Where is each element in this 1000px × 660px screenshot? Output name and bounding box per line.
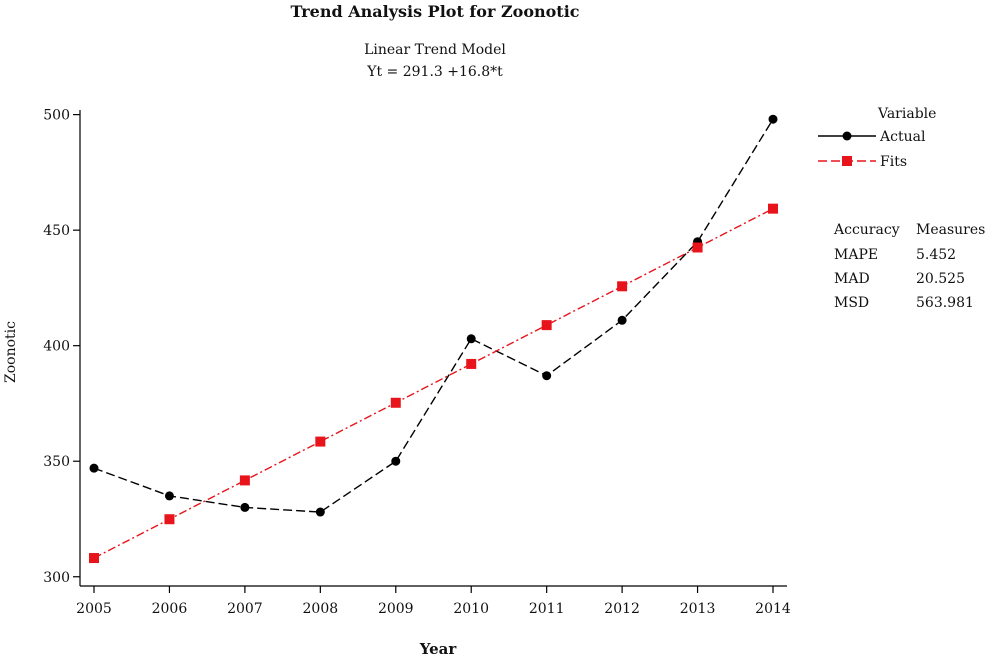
data-point-fits bbox=[315, 436, 326, 447]
series-line-fits bbox=[93, 208, 774, 559]
data-point-fits bbox=[164, 514, 175, 525]
accuracy-label: MSD bbox=[834, 295, 869, 311]
x-tick-label: 2008 bbox=[303, 601, 339, 617]
chart-title: Trend Analysis Plot for Zoonotic bbox=[290, 2, 580, 21]
x-tick-label: 2006 bbox=[152, 601, 188, 617]
x-tick-label: 2013 bbox=[680, 601, 716, 617]
data-point-actual bbox=[542, 371, 552, 381]
legend-marker-actual bbox=[842, 131, 852, 141]
data-point-fits bbox=[466, 358, 477, 369]
y-tick-label: 400 bbox=[43, 339, 70, 355]
x-tick-label: 2014 bbox=[755, 601, 791, 617]
data-point-actual bbox=[768, 114, 778, 124]
data-point-actual bbox=[89, 463, 99, 473]
legend-label-fits: Fits bbox=[880, 154, 907, 170]
series-layer bbox=[89, 114, 778, 564]
data-point-fits bbox=[541, 320, 552, 331]
model-subtitle: Linear Trend Model bbox=[364, 42, 506, 58]
data-point-actual bbox=[391, 456, 401, 466]
data-point-fits bbox=[768, 203, 778, 214]
accuracy-value: 563.981 bbox=[916, 295, 974, 311]
data-point-actual bbox=[240, 502, 250, 512]
accuracy-label: MAD bbox=[834, 271, 870, 287]
model-equation: Yt = 291.3 +16.8*t bbox=[367, 64, 503, 80]
y-tick-label: 350 bbox=[43, 454, 70, 470]
y-tick-label: 500 bbox=[43, 108, 70, 124]
accuracy-value: 5.452 bbox=[916, 247, 956, 263]
data-point-fits bbox=[617, 281, 628, 292]
data-point-fits bbox=[89, 553, 99, 564]
accuracy-header: Accuracy bbox=[833, 222, 900, 238]
series-line-actual bbox=[93, 118, 774, 513]
accuracy-table: Accuracy Measures MAPE 5.452 MAD 20.525 MSD 563… bbox=[833, 222, 985, 311]
legend-marker-fits bbox=[842, 156, 852, 166]
data-point-actual bbox=[315, 507, 325, 517]
data-point-fits bbox=[390, 397, 401, 408]
data-point-actual bbox=[164, 491, 174, 501]
y-tick-label: 450 bbox=[43, 223, 70, 239]
accuracy-label: MAPE bbox=[834, 247, 878, 263]
x-tick-label: 2009 bbox=[378, 601, 414, 617]
x-tick-label: 2005 bbox=[76, 601, 112, 617]
y-tick-label: 300 bbox=[43, 570, 70, 586]
data-point-fits bbox=[692, 242, 703, 253]
data-point-actual bbox=[617, 315, 627, 325]
y-axis-label: Zoonotic bbox=[3, 321, 19, 383]
data-point-fits bbox=[239, 475, 250, 486]
accuracy-value: 20.525 bbox=[916, 271, 965, 287]
axes: 300 350 400 450 500 2005 2006 2007 2008 2009 2010 2… bbox=[43, 108, 791, 617]
data-point-actual bbox=[466, 334, 476, 344]
x-tick-label: 2010 bbox=[453, 601, 489, 617]
x-tick-label: 2011 bbox=[529, 601, 565, 617]
measures-header: Measures bbox=[916, 222, 985, 238]
x-axis-label: Year bbox=[419, 640, 458, 658]
x-tick-label: 2012 bbox=[604, 601, 640, 617]
legend-title: Variable bbox=[877, 106, 936, 122]
legend-label-actual: Actual bbox=[879, 129, 926, 145]
legend: Variable Actual Fits bbox=[818, 106, 936, 170]
x-tick-label: 2007 bbox=[227, 601, 263, 617]
